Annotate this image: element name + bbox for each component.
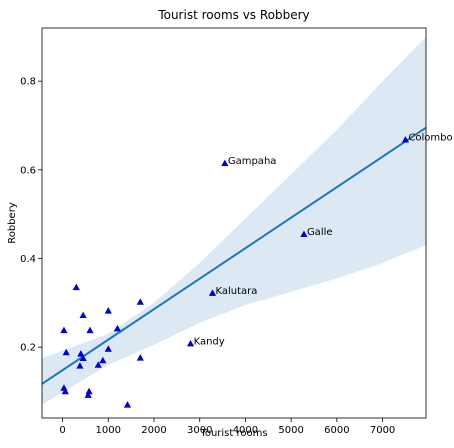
data-point — [72, 283, 80, 291]
x-axis-label: Tourist rooms — [199, 428, 267, 439]
x-tick-label: 5000 — [278, 425, 303, 436]
data-point — [123, 401, 132, 408]
data-point — [104, 345, 112, 352]
data-point — [401, 136, 410, 143]
point-label: Gampaha — [228, 156, 277, 167]
y-tick-label: 0.6 — [20, 165, 36, 176]
chart-title: Tourist rooms vs Robbery — [157, 8, 309, 22]
data-point — [186, 339, 195, 347]
data-point — [60, 326, 68, 334]
regression-line — [42, 126, 426, 385]
y-tick-label: 0.2 — [20, 343, 36, 354]
y-axis-label: Robbery — [7, 202, 18, 244]
y-tick-label: 0.4 — [20, 254, 36, 265]
data-point — [99, 356, 107, 364]
data-point — [84, 391, 92, 398]
x-tick-label: 3000 — [187, 425, 212, 436]
point-label: Kalutara — [216, 286, 258, 297]
confidence-band — [42, 36, 426, 405]
data-point — [208, 289, 217, 296]
data-point — [62, 348, 70, 356]
data-point — [77, 350, 85, 357]
x-tick-label: 6000 — [324, 425, 349, 436]
data-point — [86, 326, 94, 334]
data-point — [113, 324, 122, 332]
x-tick-label: 0 — [59, 425, 65, 436]
data-point — [300, 230, 308, 237]
x-tick-label: 1000 — [96, 425, 121, 436]
data-point — [104, 307, 112, 314]
data-point — [76, 362, 84, 369]
data-point — [136, 298, 144, 305]
data-point — [61, 387, 69, 395]
y-axis-ticks: 0.2 0.4 0.6 0.8 — [20, 77, 42, 354]
y-tick-label: 0.8 — [20, 77, 36, 88]
data-point — [136, 354, 144, 361]
x-axis-ticks: 0 1000 2000 3000 4000 5000 6000 7000 — [59, 418, 395, 436]
x-tick-label: 2000 — [141, 425, 166, 436]
x-tick-label: 7000 — [370, 425, 395, 436]
plot-frame — [41, 27, 427, 419]
data-point — [79, 354, 87, 362]
point-label: Kandy — [194, 337, 225, 348]
data-point — [221, 159, 229, 167]
data-point — [94, 361, 102, 368]
x-tick-label: 4000 — [233, 425, 258, 436]
point-label: Colombo — [408, 133, 452, 144]
plot-area: Colombo Gampaha Galle Kalutara Kandy — [42, 36, 453, 408]
point-label: Galle — [307, 227, 333, 238]
data-point — [79, 311, 87, 319]
data-point — [85, 387, 93, 395]
